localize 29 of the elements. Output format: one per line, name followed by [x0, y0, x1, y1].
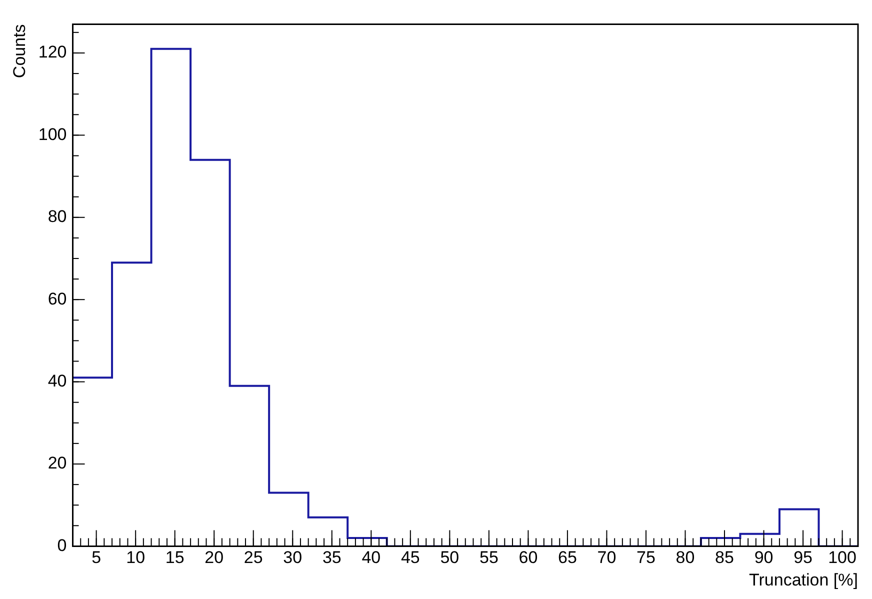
x-tick-label: 40 [362, 548, 381, 568]
x-tick-label: 60 [518, 548, 538, 568]
x-tick-label: 50 [440, 548, 460, 568]
y-tick-label: 100 [38, 124, 67, 144]
x-tick-label: 55 [479, 548, 498, 568]
y-tick-label: 80 [48, 207, 67, 226]
x-tick-label: 30 [283, 548, 302, 568]
y-tick-label: 60 [48, 289, 67, 308]
x-tick-label: 45 [400, 548, 420, 568]
x-tick-label: 70 [597, 548, 616, 568]
x-tick-label: 10 [126, 548, 146, 568]
x-tick-label: 85 [715, 548, 734, 568]
x-tick-label: 5 [92, 548, 102, 568]
x-tick-label: 75 [636, 548, 656, 568]
y-tick-label: 0 [57, 536, 67, 555]
x-tick-label: 35 [322, 548, 342, 568]
y-tick-label: 120 [38, 42, 67, 62]
x-tick-label: 15 [165, 548, 184, 568]
y-tick-label: 20 [48, 454, 67, 473]
y-axis-title: Counts [10, 24, 29, 78]
x-tick-label: 25 [244, 548, 263, 568]
x-tick-label: 80 [676, 548, 695, 568]
x-axis-title: Truncation [%] [749, 570, 858, 590]
x-tick-label: 100 [828, 548, 856, 568]
x-tick-label: 95 [794, 548, 812, 568]
x-tick-label: 65 [558, 548, 577, 568]
x-tick-label: 20 [204, 548, 224, 568]
x-tick-label: 90 [754, 548, 774, 568]
y-tick-label: 40 [48, 371, 67, 390]
